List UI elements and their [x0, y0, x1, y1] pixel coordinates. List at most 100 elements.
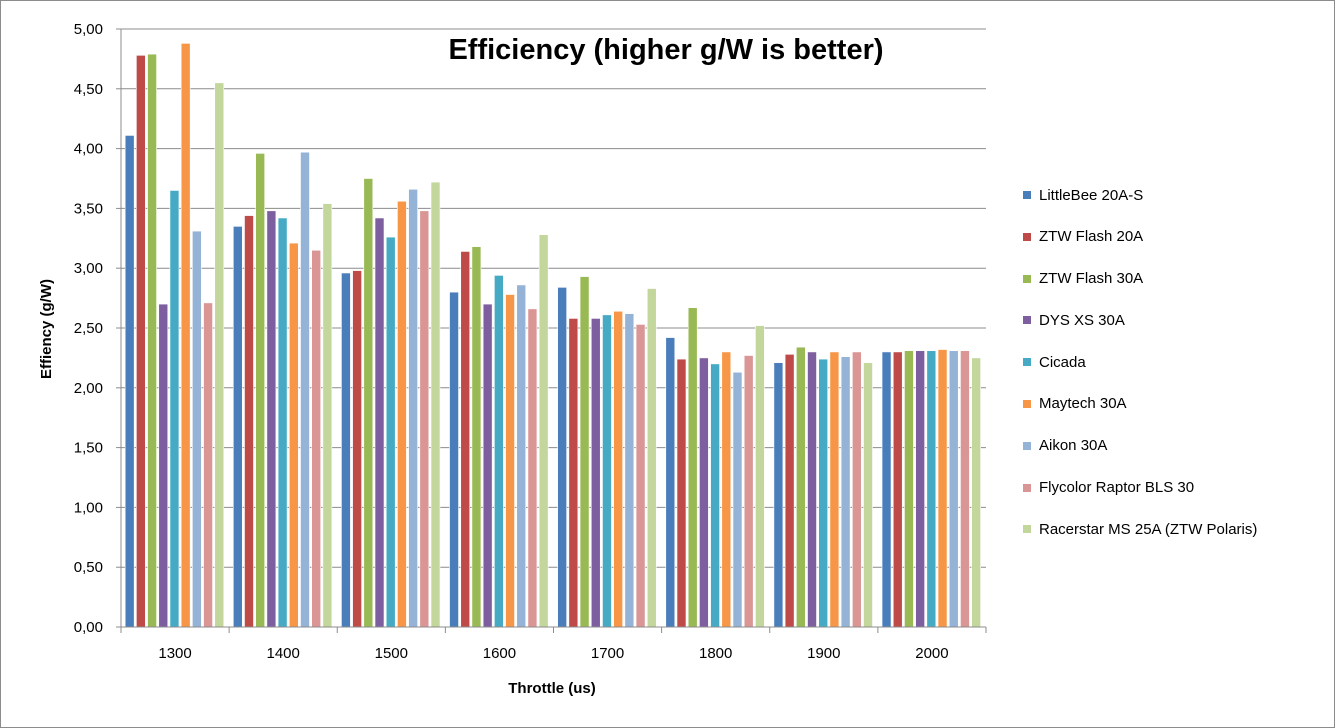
- bar: [449, 291, 459, 628]
- y-tick-label: 0,50: [74, 559, 103, 576]
- bar: [710, 363, 720, 628]
- bar: [288, 242, 299, 628]
- bar: [773, 362, 784, 628]
- bar: [602, 314, 612, 628]
- legend-swatch: [1023, 399, 1031, 408]
- bar: [784, 354, 795, 628]
- legend-item: DYS XS 30A: [1023, 310, 1323, 330]
- legend-label: Cicada: [1039, 353, 1086, 371]
- y-axis-label: Effiency (g/W): [38, 279, 55, 379]
- bar: [232, 226, 243, 628]
- bar: [743, 355, 754, 628]
- bar: [322, 203, 333, 628]
- gridlines: [121, 28, 986, 568]
- legend-label: Racerstar MS 25A (ZTW Polaris): [1039, 520, 1258, 538]
- bar: [124, 135, 135, 628]
- bar: [971, 357, 981, 628]
- legend-label: Maytech 30A: [1039, 395, 1127, 413]
- x-tick-label: 1900: [807, 645, 840, 662]
- axes: 0,00 0,50 1,00 1,50 2,00 2,50 3,00 3,50 4,00 4,50…: [74, 21, 987, 662]
- bar: [244, 215, 254, 628]
- x-tick-label: 1600: [483, 645, 516, 662]
- legend-label: Flycolor Raptor BLS 30: [1039, 479, 1195, 497]
- bar: [579, 276, 590, 628]
- legend-swatch: [1023, 483, 1031, 492]
- bar: [214, 82, 225, 628]
- legend-item: Racerstar MS 25A (ZTW Polaris): [1023, 519, 1323, 539]
- bar: [471, 246, 482, 628]
- bar: [892, 351, 903, 628]
- bar: [818, 358, 829, 628]
- bar: [341, 272, 351, 628]
- legend-label: ZTW Flash 30A: [1039, 270, 1144, 288]
- legend-item: ZTW Flash 30A: [1023, 269, 1323, 289]
- bar: [203, 302, 213, 628]
- bar: [277, 217, 288, 628]
- legend-swatch: [1023, 358, 1031, 367]
- bar: [374, 217, 385, 628]
- bar: [408, 188, 418, 628]
- bar: [915, 350, 925, 628]
- x-tick-label: 1300: [158, 645, 191, 662]
- bar: [665, 337, 676, 628]
- y-tick-label: 4,50: [74, 81, 103, 98]
- bar: [829, 351, 840, 628]
- legend-item: Flycolor Raptor BLS 30: [1023, 478, 1323, 498]
- bar: [613, 310, 623, 628]
- bar: [255, 153, 265, 628]
- bar: [699, 357, 709, 628]
- legend-swatch: [1023, 274, 1031, 283]
- legend-label: ZTW Flash 20A: [1039, 228, 1144, 246]
- bar: [136, 55, 146, 628]
- legend-item: ZTW Flash 20A: [1023, 227, 1323, 247]
- bar: [352, 270, 362, 628]
- x-tick-label: 2000: [915, 645, 948, 662]
- x-tick-label: 1700: [591, 645, 624, 662]
- bar: [505, 294, 515, 628]
- legend-swatch: [1023, 441, 1031, 450]
- bar: [732, 371, 743, 628]
- bar: [624, 313, 635, 628]
- y-tick-label: 3,50: [74, 200, 103, 217]
- x-axis-label: Throttle (us): [508, 680, 596, 697]
- legend-swatch: [1023, 525, 1031, 534]
- legend-swatch: [1023, 232, 1031, 241]
- bar: [300, 151, 310, 628]
- bar: [937, 349, 948, 628]
- legend-item: LittleBee 20A-S: [1023, 185, 1323, 205]
- y-tick-label: 2,50: [74, 320, 103, 337]
- bar: [419, 210, 430, 628]
- x-tick-label: 1400: [267, 645, 300, 662]
- bar: [926, 350, 937, 628]
- bar: [635, 324, 646, 628]
- bar: [796, 346, 806, 628]
- bar: [363, 178, 374, 628]
- bar: [192, 230, 202, 628]
- bar: [881, 351, 892, 628]
- bar: [646, 288, 657, 628]
- bar: [147, 53, 157, 628]
- y-tick-label: 2,00: [74, 380, 103, 397]
- x-tick-label: 1500: [375, 645, 408, 662]
- bar: [568, 318, 579, 628]
- bar: [158, 303, 169, 628]
- bar: [494, 275, 504, 628]
- bar: [807, 351, 817, 628]
- bar: [385, 236, 396, 628]
- bar: [516, 284, 527, 628]
- y-tick-label: 1,00: [74, 499, 103, 516]
- bar: [687, 307, 698, 628]
- bar: [840, 356, 851, 628]
- legend-label: DYS XS 30A: [1039, 311, 1125, 329]
- x-tick-label: 1800: [699, 645, 732, 662]
- legend-label: LittleBee 20A-S: [1039, 186, 1144, 204]
- bar: [180, 43, 191, 628]
- legend-item: Maytech 30A: [1023, 394, 1323, 414]
- bar: [863, 362, 873, 628]
- bar: [527, 308, 538, 628]
- bar: [721, 351, 732, 628]
- bar: [755, 325, 765, 628]
- bar: [430, 181, 441, 628]
